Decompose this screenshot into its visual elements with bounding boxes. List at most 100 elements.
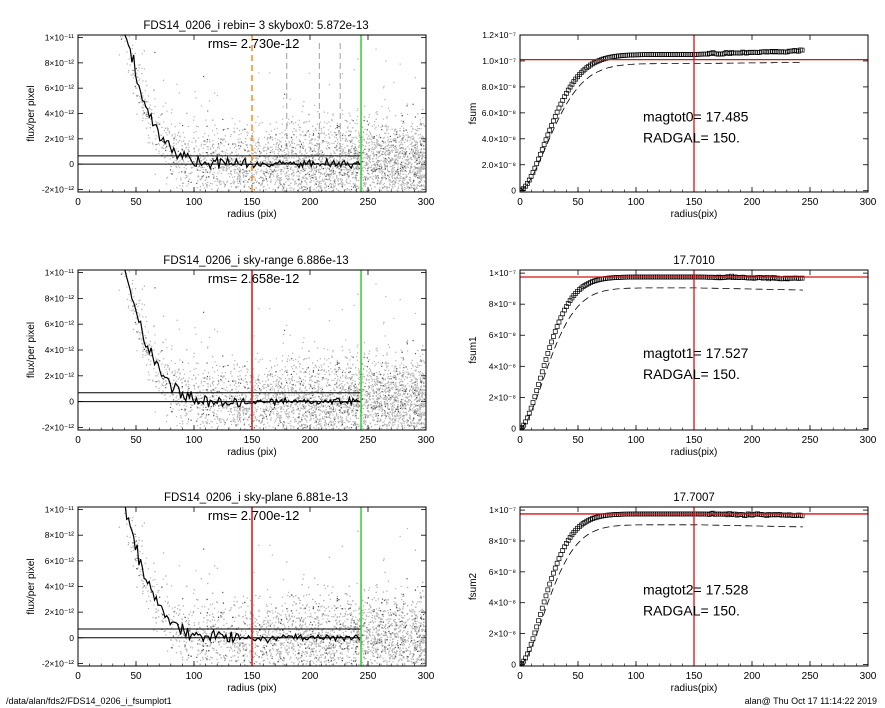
pixel-point [213,415,215,417]
pixel-point [383,137,385,139]
pixel-point [345,153,347,155]
pixel-point [223,182,225,185]
pixel-point [415,152,417,154]
pixel-point [395,141,397,143]
pixel-point [206,186,208,188]
pixel-point [363,185,365,187]
pixel-point [328,136,330,138]
pixel-point [323,187,326,189]
pixel-point [362,136,364,138]
pixel-point [397,190,399,192]
pixel-point [316,169,318,171]
pixel-point [412,138,414,140]
pixel-point [424,155,426,157]
pixel-point [283,184,286,186]
pixel-point [378,155,381,157]
pixel-point [330,152,332,154]
pixel-point [203,187,205,189]
pixel-point [169,169,172,171]
pixel-point [354,146,356,148]
y-tick-label: 1×10⁻¹¹ [45,268,74,278]
pixel-point [228,159,230,161]
pixel-point [307,403,309,405]
pixel-point [218,159,220,161]
pixel-point [374,186,376,188]
pixel-point [404,182,406,185]
pixel-point [408,416,410,418]
pixel-point [375,112,377,114]
pixel-point [410,166,412,168]
pixel-point [165,160,167,163]
pixel-point [302,105,304,107]
pixel-point [363,144,365,147]
pixel-point [327,141,330,144]
pixel-point [212,152,214,154]
pixel-point [136,72,138,74]
pixel-point [246,371,249,373]
pixel-point [320,182,322,185]
pixel-point [398,157,400,159]
pixel-point [376,139,378,141]
pixel-point [135,317,137,319]
pixel-point [201,397,204,399]
pixel-point [302,145,304,147]
pixel-point [200,105,202,107]
pixel-point [417,113,419,115]
y-tick-label: 8.0×10⁻⁸ [482,82,517,92]
pixel-point [269,151,271,154]
pixel-point [235,143,237,145]
pixel-point [321,391,323,393]
pixel-point [173,161,175,163]
pixel-point [333,185,335,187]
pixel-point [375,177,378,179]
pixel-point [345,167,347,169]
pixel-point [197,169,199,171]
pixel-point [348,174,350,176]
pixel-point [418,159,421,161]
pixel-point [230,166,232,168]
pixel-point [319,180,321,183]
pixel-point [236,186,238,188]
pixel-point [414,77,416,79]
pixel-point [201,171,203,173]
pixel-point [416,172,419,175]
pixel-point [423,184,425,186]
pixel-point [276,164,279,166]
pixel-point [376,380,378,382]
pixel-point [324,121,326,123]
pixel-point [245,144,247,146]
pixel-point [405,129,407,131]
pixel-point [397,166,399,168]
pixel-point [358,188,360,190]
pixel-point [384,142,386,144]
pixel-point [342,183,344,185]
pixel-point [143,304,145,306]
pixel-point [416,187,418,190]
growth-curve-point [538,151,543,157]
pixel-point [242,168,244,171]
pixel-point [394,423,396,425]
pixel-point [383,159,385,161]
pixel-point [417,190,420,192]
pixel-point [275,142,278,144]
pixel-point [336,155,338,158]
pixel-point [206,146,208,148]
pixel-point [287,121,289,123]
pixel-point [341,179,343,181]
pixel-point [413,154,415,156]
pixel-point [350,393,352,395]
y-tick-label: 8×10⁻¹² [45,58,74,68]
pixel-point [238,129,241,132]
pixel-point [386,162,389,165]
pixel-point [374,163,376,165]
pixel-point [283,404,285,406]
pixel-point [301,162,303,164]
pixel-point [251,133,254,135]
pixel-point [217,187,219,190]
pixel-point [383,176,385,179]
pixel-point [201,178,203,180]
pixel-point [291,139,294,141]
pixel-point [277,139,279,141]
pixel-point [384,176,386,179]
pixel-point [387,128,389,131]
